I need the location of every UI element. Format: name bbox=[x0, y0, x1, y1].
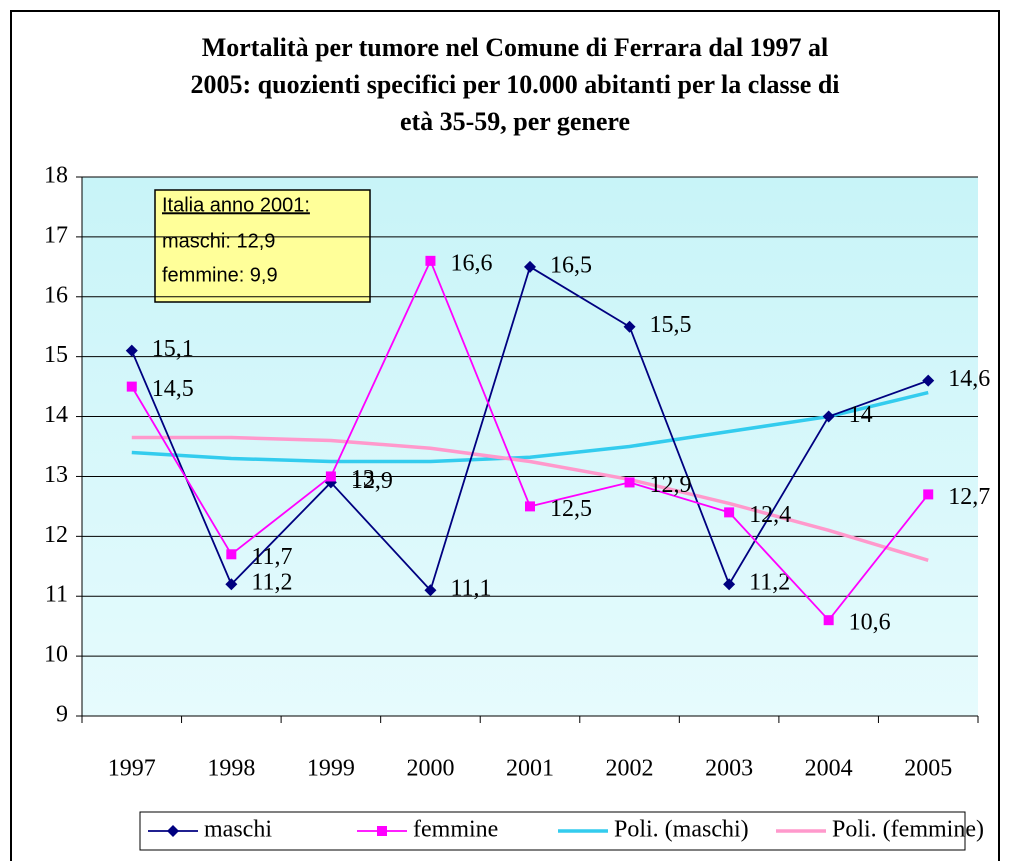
trend-line bbox=[131, 390, 929, 464]
data-label: 12,9 bbox=[650, 472, 692, 498]
annotation: maschi: 12,9 bbox=[162, 230, 275, 252]
data-label: 12,7 bbox=[948, 484, 990, 510]
data-label: 14,6 bbox=[948, 366, 990, 392]
data-label: 16,5 bbox=[550, 252, 592, 278]
y-tick-label: 10 bbox=[44, 642, 68, 668]
data-label: 12,4 bbox=[749, 502, 791, 528]
x-tick-label: 2003 bbox=[705, 756, 753, 782]
x-tick-label: 2000 bbox=[406, 756, 454, 782]
legend-label: maschi bbox=[204, 817, 272, 843]
marker bbox=[623, 320, 636, 333]
annotation: Italia anno 2001: bbox=[162, 194, 310, 216]
marker bbox=[225, 578, 238, 591]
marker bbox=[125, 344, 138, 357]
y-tick-label: 15 bbox=[44, 342, 68, 368]
marker bbox=[822, 410, 835, 423]
marker bbox=[923, 489, 934, 500]
legend-box bbox=[139, 811, 966, 851]
legend-label: femmine bbox=[413, 817, 498, 843]
marker bbox=[425, 255, 436, 266]
y-tick-label: 13 bbox=[44, 462, 68, 488]
data-label: 11,7 bbox=[251, 544, 292, 570]
x-tick-label: 2004 bbox=[805, 756, 853, 782]
y-tick-label: 14 bbox=[44, 402, 68, 428]
chart-title: 2005: quozienti specifici per 10.000 abi… bbox=[190, 70, 839, 99]
y-tick-label: 18 bbox=[44, 163, 68, 189]
data-label: 14,5 bbox=[152, 376, 194, 402]
y-tick-label: 17 bbox=[44, 222, 68, 248]
marker bbox=[424, 584, 437, 597]
data-label: 12,9 bbox=[351, 468, 393, 494]
data-label: 14 bbox=[849, 402, 873, 428]
x-tick-label: 2001 bbox=[506, 756, 554, 782]
data-label: 11,2 bbox=[749, 570, 790, 596]
chart-title: Mortalità per tumore nel Comune di Ferra… bbox=[202, 33, 829, 62]
data-label: 11,1 bbox=[450, 576, 491, 602]
legend-label: Poli. (maschi) bbox=[614, 817, 749, 843]
marker bbox=[823, 615, 834, 626]
x-tick-label: 2005 bbox=[904, 756, 952, 782]
trend-line bbox=[131, 435, 929, 562]
data-label: 10,6 bbox=[849, 610, 891, 636]
data-label: 13 bbox=[351, 466, 375, 492]
x-tick-label: 2002 bbox=[606, 756, 654, 782]
x-tick-label: 1998 bbox=[207, 756, 255, 782]
marker bbox=[724, 507, 735, 518]
marker bbox=[723, 578, 736, 591]
annotation-box bbox=[154, 189, 371, 303]
y-tick-label: 12 bbox=[44, 522, 68, 548]
y-tick-label: 11 bbox=[45, 582, 68, 608]
legend-label: Poli. (femmine) bbox=[832, 817, 984, 843]
x-tick-label: 1999 bbox=[307, 756, 355, 782]
marker bbox=[126, 381, 137, 392]
data-label: 12,5 bbox=[550, 496, 592, 522]
annotation: femmine: 9,9 bbox=[162, 264, 278, 286]
data-label: 16,6 bbox=[450, 250, 492, 276]
marker bbox=[377, 826, 387, 836]
data-label: 15,5 bbox=[650, 312, 692, 338]
marker bbox=[325, 471, 336, 482]
marker bbox=[922, 374, 935, 387]
y-tick-label: 9 bbox=[56, 702, 68, 728]
data-label: 15,1 bbox=[152, 336, 194, 362]
x-tick-label: 1997 bbox=[108, 756, 156, 782]
marker bbox=[226, 549, 237, 560]
marker bbox=[525, 501, 535, 512]
marker bbox=[167, 825, 179, 837]
y-tick-label: 16 bbox=[44, 282, 68, 308]
chart-title: età 35-59, per genere bbox=[400, 107, 630, 136]
marker bbox=[624, 477, 635, 488]
marker bbox=[524, 260, 536, 273]
data-label: 11,2 bbox=[251, 570, 292, 596]
